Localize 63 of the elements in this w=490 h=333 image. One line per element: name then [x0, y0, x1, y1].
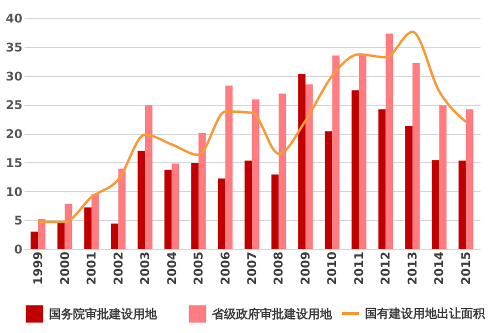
x-tick-label: 2009 [298, 252, 312, 285]
legend-label: 省级政府审批建设用地 [211, 306, 333, 321]
bar [271, 174, 279, 249]
x-tick-label: 2014 [432, 252, 446, 285]
bar [30, 232, 38, 249]
line-series [36, 30, 468, 224]
bar [386, 34, 394, 249]
bar [118, 168, 126, 249]
x-tick-label: 2008 [272, 252, 286, 285]
bar [172, 164, 180, 249]
x-tick-label: 1999 [31, 252, 46, 285]
x-tick-label: 2002 [111, 252, 126, 285]
x-tick-label: 2011 [352, 252, 366, 285]
bar [38, 218, 46, 249]
bar [110, 224, 118, 249]
bar [278, 94, 286, 249]
bar [145, 105, 152, 249]
bar [378, 109, 386, 249]
legend-label: 国务院审批建设用地 [49, 306, 158, 321]
x-tick-label: 2006 [218, 252, 232, 285]
bar [298, 74, 306, 249]
bar [92, 194, 99, 249]
bar [432, 160, 440, 249]
bar [198, 132, 206, 249]
x-tick-label: 2007 [245, 252, 259, 285]
x-tick-label: 2015 [458, 252, 473, 285]
x-tick-label: 2001 [84, 252, 99, 285]
bar [305, 84, 313, 249]
bar [439, 105, 447, 249]
bar [218, 178, 226, 249]
bar [332, 56, 340, 249]
legend-label: 国有建设用地出让面积 [365, 306, 486, 320]
y-tick-label: 35 [6, 40, 22, 54]
y-tick-label: 20 [6, 127, 22, 141]
x-tick-label: 2012 [378, 252, 393, 285]
bar [57, 222, 65, 249]
y-tick-label: 25 [6, 98, 22, 112]
y-tick-label: 10 [6, 184, 22, 199]
x-tick-label: 2005 [192, 252, 206, 285]
y-tick-label: 0 [14, 242, 22, 256]
x-tick-label: 2004 [164, 252, 179, 285]
bar [412, 63, 420, 249]
bar [466, 109, 474, 249]
y-tick-label: 5 [14, 214, 22, 228]
bar [324, 131, 332, 249]
bar [352, 90, 359, 249]
x-tick-label: 2000 [58, 252, 72, 285]
bar [252, 99, 260, 249]
bar [358, 54, 366, 249]
bar [84, 207, 92, 249]
bar [458, 160, 466, 249]
bar [138, 150, 146, 249]
y-tick-label: 40 [6, 12, 22, 26]
y-tick-label: 30 [6, 69, 22, 84]
bar [225, 86, 233, 249]
bar [244, 160, 252, 249]
x-tick-label: 2010 [325, 252, 340, 285]
bar [164, 170, 172, 249]
bar [405, 126, 412, 249]
x-tick-label: 2003 [138, 252, 152, 285]
bar [191, 162, 199, 249]
y-tick-label: 15 [6, 156, 22, 170]
x-tick-label: 2013 [405, 252, 420, 285]
